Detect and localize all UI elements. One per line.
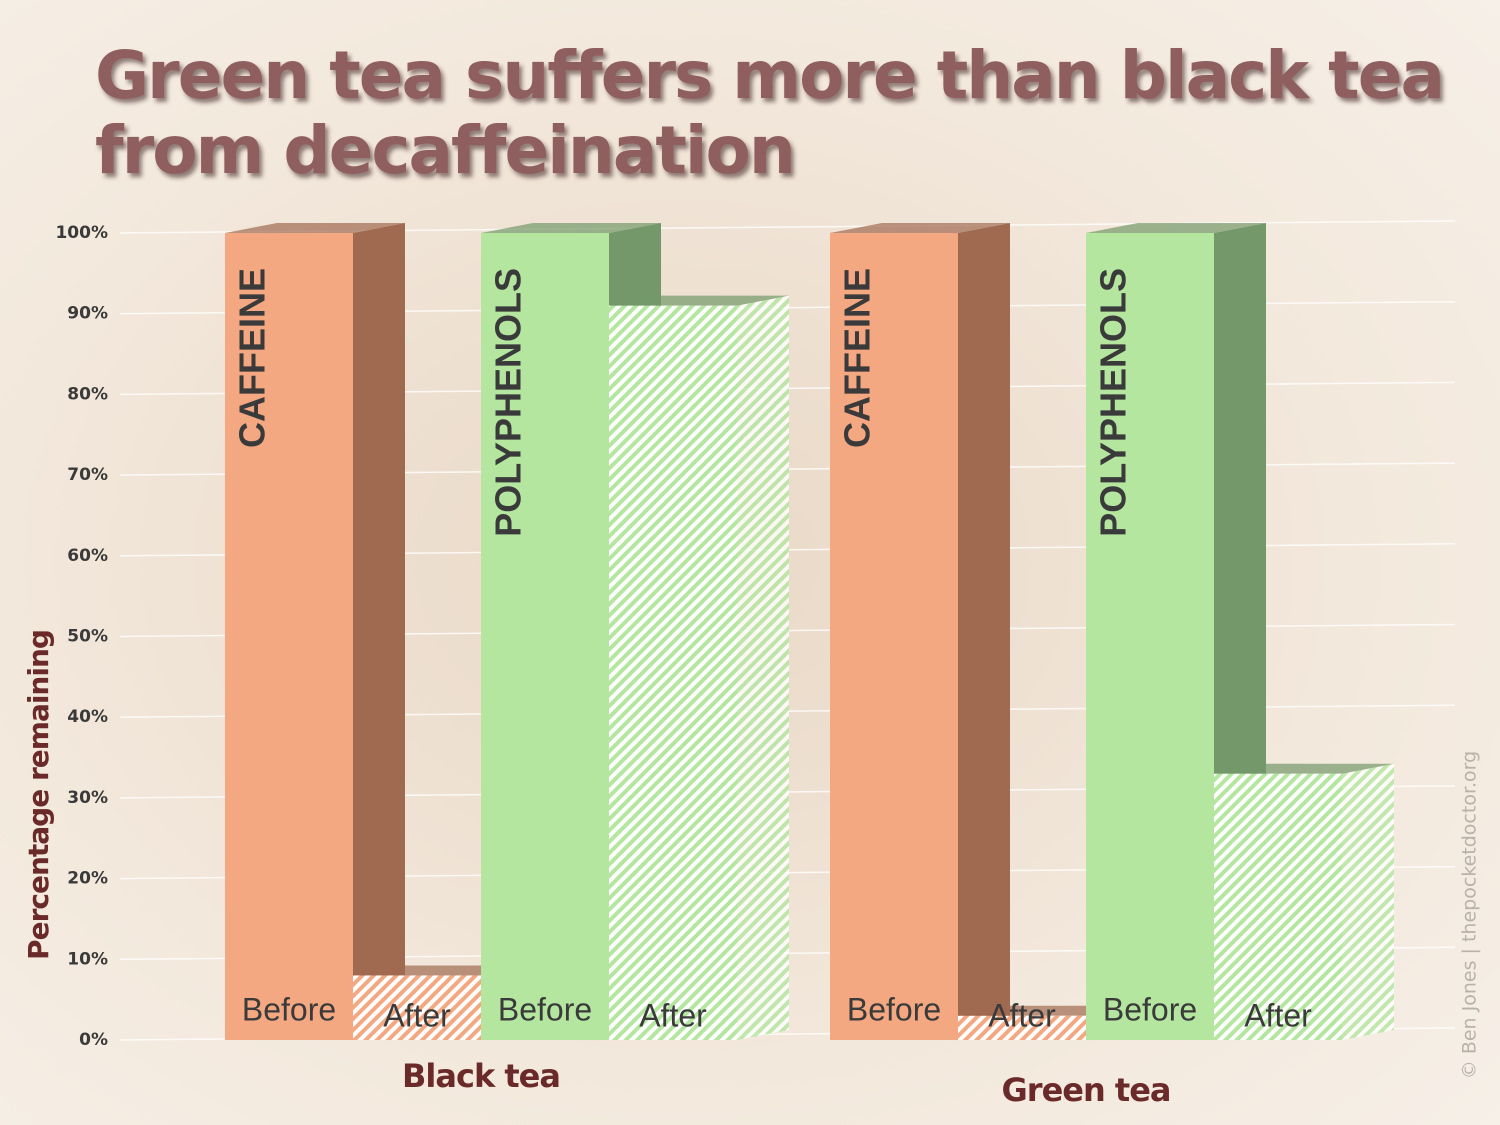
stage-label: After — [383, 997, 451, 1033]
y-tick-label: 20% — [67, 869, 108, 889]
bar-side — [958, 223, 1010, 1040]
y-tick-label: 30% — [67, 788, 108, 808]
chart-title: Green tea suffers more than black tea fro… — [95, 37, 1443, 189]
bar-front — [609, 305, 737, 1040]
bar-front — [225, 233, 353, 1040]
y-tick-label: 90% — [67, 304, 108, 324]
y-tick-label: 60% — [67, 546, 108, 566]
y-axis-label: Percentage remaining — [22, 630, 55, 960]
series-label: POLYPHENOLS — [488, 268, 529, 537]
bar — [830, 223, 1010, 1040]
y-tick-label: 50% — [67, 627, 108, 647]
bar — [1086, 223, 1266, 1040]
bar-front — [1214, 773, 1342, 1040]
stage-label: Before — [1103, 991, 1197, 1027]
y-tick-label: 70% — [67, 465, 108, 485]
series-label: CAFFEINE — [232, 268, 273, 448]
bar-top — [830, 223, 1010, 233]
bar-top — [1214, 763, 1394, 774]
y-tick-label: 10% — [67, 949, 108, 969]
y-tick-label: 0% — [79, 1030, 108, 1050]
y-tick-label: 80% — [67, 384, 108, 404]
series-label: CAFFEINE — [837, 268, 878, 448]
bar-top — [1086, 223, 1266, 233]
bar-side — [1342, 763, 1394, 1040]
credit: © Ben Jones | thepocketdoctor.org — [1459, 751, 1481, 1079]
bar-top — [481, 223, 661, 233]
x-tick-label: Green tea — [1002, 1071, 1171, 1109]
stage-label: Before — [498, 991, 592, 1027]
stage-label: After — [1244, 997, 1312, 1033]
bar-front — [958, 1015, 1086, 1040]
bar-top — [609, 295, 789, 306]
stage-label: After — [639, 997, 707, 1033]
stage-label: After — [988, 997, 1056, 1033]
bar-front — [353, 975, 481, 1040]
bar — [225, 223, 405, 1040]
bar — [1214, 763, 1394, 1040]
bar-front — [481, 233, 609, 1040]
bar-front — [1086, 233, 1214, 1040]
bar-side — [737, 295, 789, 1040]
bar-front — [830, 233, 958, 1040]
y-tick-label: 100% — [55, 223, 108, 243]
stage-label: Before — [242, 991, 336, 1027]
x-tick-label: Black tea — [402, 1057, 560, 1095]
stage-label: Before — [847, 991, 941, 1027]
series-label: POLYPHENOLS — [1093, 268, 1134, 537]
bar-side — [353, 223, 405, 1040]
bar-top — [225, 223, 405, 233]
y-tick-label: 40% — [67, 707, 108, 727]
bar — [609, 295, 789, 1040]
